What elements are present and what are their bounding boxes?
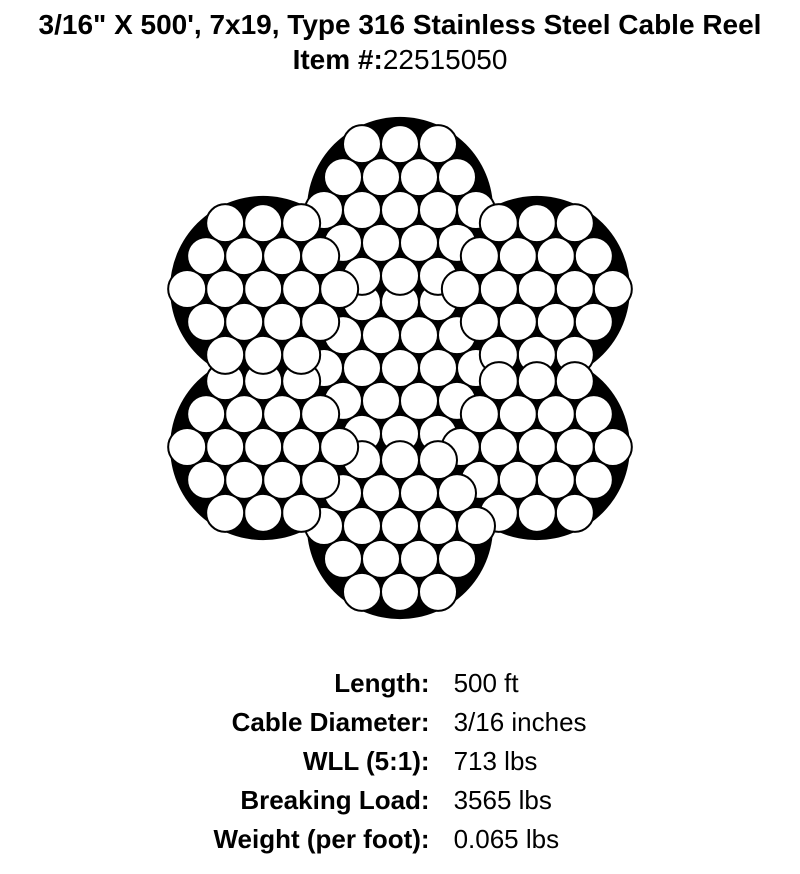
spec-label: Weight (per foot): bbox=[213, 824, 429, 855]
spec-value: 713 lbs bbox=[454, 746, 587, 777]
product-title: 3/16" X 500', 7x19, Type 316 Stainless S… bbox=[0, 8, 800, 42]
item-row: Item #:22515050 bbox=[0, 42, 800, 78]
spec-value: 0.065 lbs bbox=[454, 824, 587, 855]
item-label: Item #: bbox=[293, 44, 383, 75]
spec-value: 3565 lbs bbox=[454, 785, 587, 816]
spec-label: Length: bbox=[213, 668, 429, 699]
specs-table: Length: 500 ft Cable Diameter: 3/16 inch… bbox=[213, 668, 586, 855]
header: 3/16" X 500', 7x19, Type 316 Stainless S… bbox=[0, 0, 800, 78]
spec-value: 500 ft bbox=[454, 668, 587, 699]
spec-label: WLL (5:1): bbox=[213, 746, 429, 777]
diagram-container bbox=[0, 98, 800, 638]
cable-cross-section-icon bbox=[130, 98, 670, 638]
spec-label: Cable Diameter: bbox=[213, 707, 429, 738]
spec-value: 3/16 inches bbox=[454, 707, 587, 738]
item-number: 22515050 bbox=[383, 44, 508, 75]
spec-label: Breaking Load: bbox=[213, 785, 429, 816]
